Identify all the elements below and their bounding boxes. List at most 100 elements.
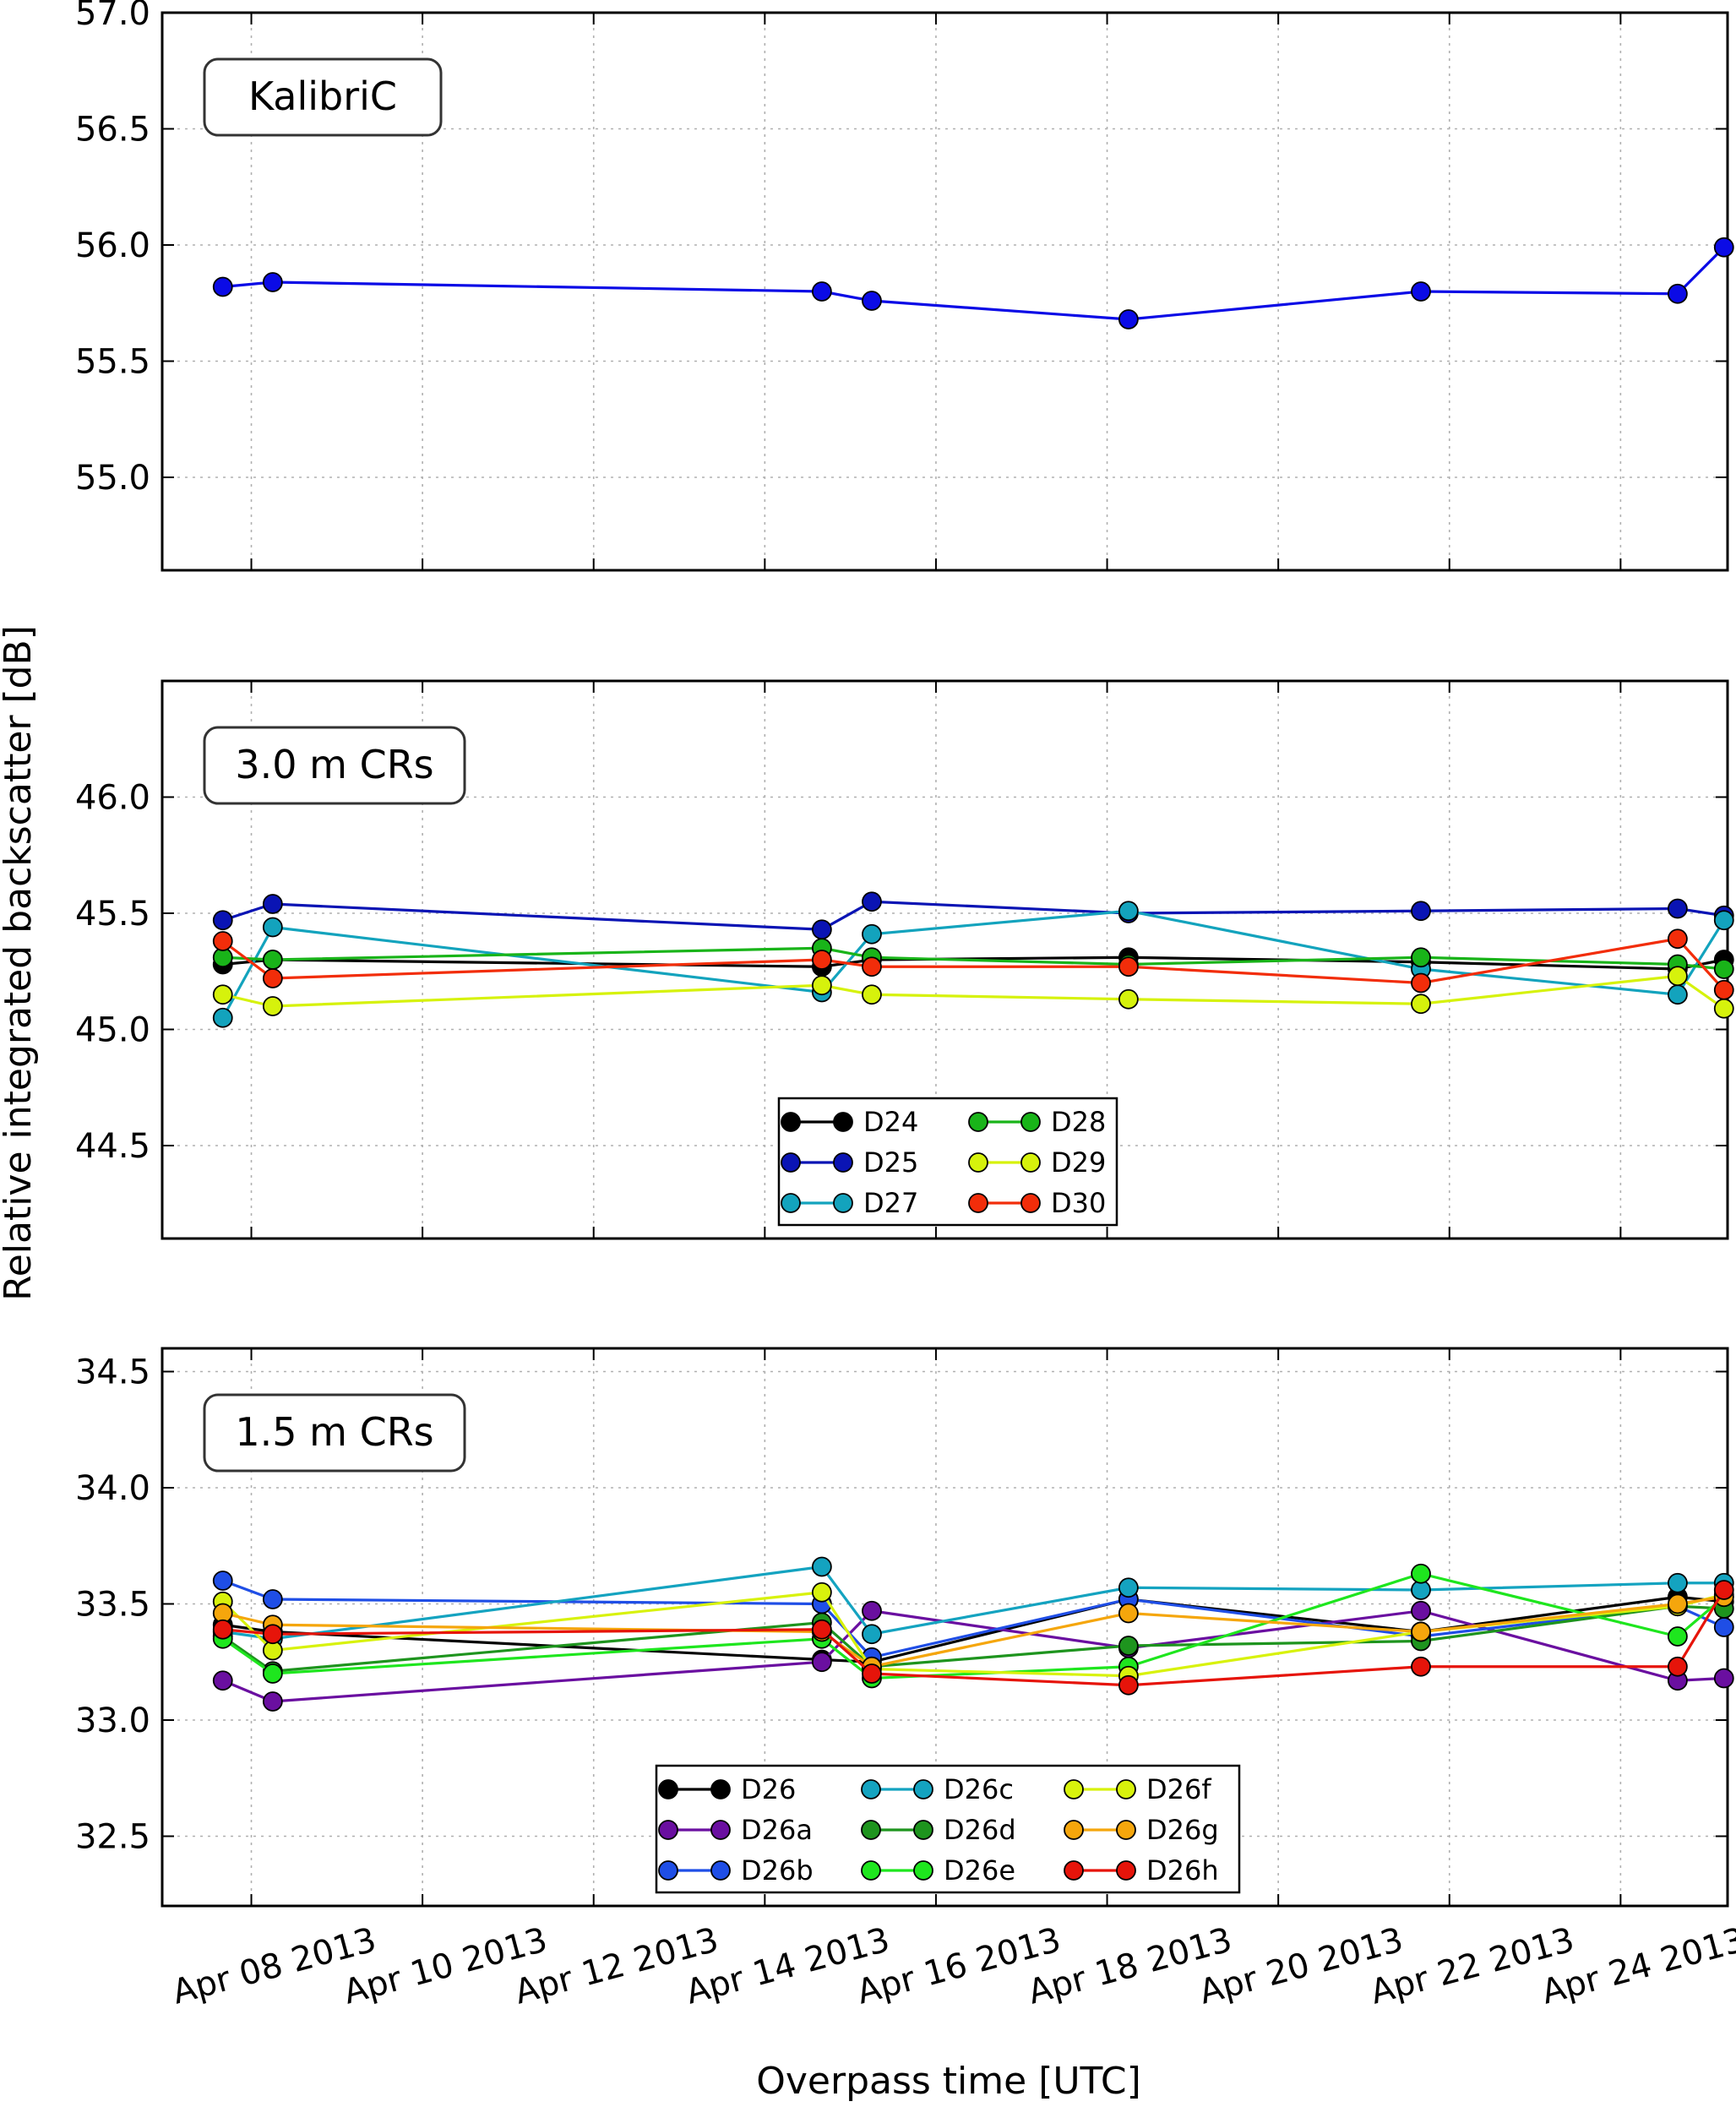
data-point: [1411, 947, 1431, 968]
legend-label: D26: [741, 1773, 796, 1805]
data-point: [1668, 1656, 1688, 1677]
data-point: [1668, 1626, 1688, 1647]
legend-box: [655, 1764, 1241, 1894]
legend-item-d26g: D26g: [1064, 1814, 1219, 1846]
y-tick-label: 45.0: [75, 1011, 150, 1050]
legend-marker: [913, 1860, 933, 1881]
legend-marker: [913, 1820, 933, 1840]
data-point: [1713, 979, 1734, 1000]
series-line: [221, 1591, 1725, 1678]
data-point: [811, 919, 832, 940]
legend-label: D24: [863, 1106, 918, 1138]
legend-marker: [781, 1152, 801, 1173]
data-point: [212, 276, 233, 297]
data-point: [1118, 1603, 1139, 1624]
data-point: [1713, 1668, 1734, 1689]
legend-label: D26a: [741, 1814, 813, 1846]
data-point: [1713, 1580, 1734, 1600]
data-point: [1411, 972, 1431, 994]
chart-panels: 55.0 55.5 56.0 56.5 57.0 KalibriC 44.5 45.0 45.5…: [75, 0, 1736, 2012]
legend-label: D26d: [944, 1814, 1016, 1846]
data-point: [262, 1589, 283, 1609]
legend-marker: [1020, 1193, 1041, 1213]
legend-item-d26: D26: [658, 1773, 796, 1805]
legend-item-d27: D27: [781, 1187, 918, 1219]
data-point: [262, 1663, 283, 1684]
data-point: [212, 1619, 233, 1640]
legend-marker: [968, 1112, 988, 1132]
x-axis-title: Overpass time [UTC]: [756, 2060, 1141, 2103]
series-D30: [212, 928, 1734, 1000]
legend-marker: [968, 1193, 988, 1213]
panel-2: 44.5 45.0 45.5 46.0 3.0 m CRs D24 D25 D27 D28 D29…: [75, 679, 1734, 1240]
panel-label: KalibriC: [248, 74, 397, 119]
data-point: [1668, 966, 1688, 987]
data-point: [811, 950, 832, 970]
legend-label: D28: [1051, 1106, 1106, 1138]
legend-marker: [781, 1193, 801, 1213]
legend-label: D26f: [1146, 1773, 1211, 1805]
y-tick-label: 34.0: [75, 1469, 150, 1508]
legend: D26 D26a D26b D26c D26d D26e D26f D26g D26h: [655, 1764, 1241, 1894]
data-point: [862, 956, 882, 977]
series-D26h: [212, 1580, 1734, 1696]
y-tick-label: 32.5: [75, 1818, 150, 1857]
data-point: [811, 1619, 832, 1640]
legend-item-d26c: D26c: [861, 1773, 1014, 1805]
data-point: [811, 1652, 832, 1673]
data-point: [1118, 901, 1139, 922]
data-point: [1118, 956, 1139, 977]
legend-marker: [861, 1779, 881, 1799]
legend-label: D26g: [1146, 1814, 1219, 1846]
series-line: [222, 946, 1724, 971]
data-point: [1668, 283, 1688, 304]
data-point: [1668, 984, 1688, 1005]
series-line: [222, 974, 1725, 1010]
y-tick-label: 46.0: [75, 779, 150, 818]
series-line: [222, 1595, 1725, 1669]
data-point: [1118, 1636, 1139, 1656]
data-point: [1118, 1674, 1139, 1696]
data-point: [811, 975, 832, 996]
data-point: [1713, 910, 1734, 931]
data-point: [262, 996, 283, 1016]
legend-marker: [658, 1820, 678, 1840]
series-line: [222, 1589, 1726, 1687]
data-point: [262, 272, 283, 292]
legend-marker: [968, 1152, 988, 1173]
data-point: [212, 1007, 233, 1028]
legend-label: D30: [1051, 1187, 1106, 1219]
panel-label: 1.5 m CRs: [235, 1409, 433, 1455]
legend-label: D26h: [1146, 1854, 1219, 1886]
legend-label: D27: [863, 1187, 918, 1219]
legend-label: D29: [1051, 1146, 1106, 1179]
y-tick-label: 55.0: [75, 459, 150, 498]
data-point: [862, 984, 882, 1005]
legend-marker: [1020, 1112, 1041, 1132]
data-point: [1118, 1577, 1139, 1598]
data-point: [262, 894, 283, 914]
data-point: [862, 291, 882, 311]
legend-marker: [1116, 1820, 1136, 1840]
data-point: [1411, 994, 1431, 1015]
legend-marker: [710, 1820, 731, 1840]
y-tick-label: 45.5: [75, 895, 150, 934]
legend-item-d24: D24: [781, 1106, 918, 1138]
legend-item-d26h: D26h: [1064, 1854, 1219, 1886]
y-tick-label: 33.0: [75, 1701, 150, 1740]
series-line: [221, 1604, 1724, 1673]
series-line: [222, 956, 1725, 971]
data-point: [1713, 998, 1734, 1019]
panel-label: 3.0 m CRs: [235, 742, 433, 787]
y-tick-label: 55.5: [75, 343, 150, 382]
data-point: [1411, 1621, 1431, 1642]
panel-1: 55.0 55.5 56.0 56.5 57.0 KalibriC: [75, 0, 1734, 572]
legend-item-d26d: D26d: [861, 1814, 1016, 1846]
legend: D24 D25 D27 D28 D29 D30: [777, 1097, 1118, 1227]
panel-label-box: [203, 57, 443, 137]
data-point: [862, 1663, 882, 1684]
series-line: [221, 909, 1726, 1019]
y-tick-label: 44.5: [75, 1127, 150, 1166]
data-point: [811, 1556, 832, 1577]
legend-item-d28: D28: [968, 1106, 1106, 1138]
